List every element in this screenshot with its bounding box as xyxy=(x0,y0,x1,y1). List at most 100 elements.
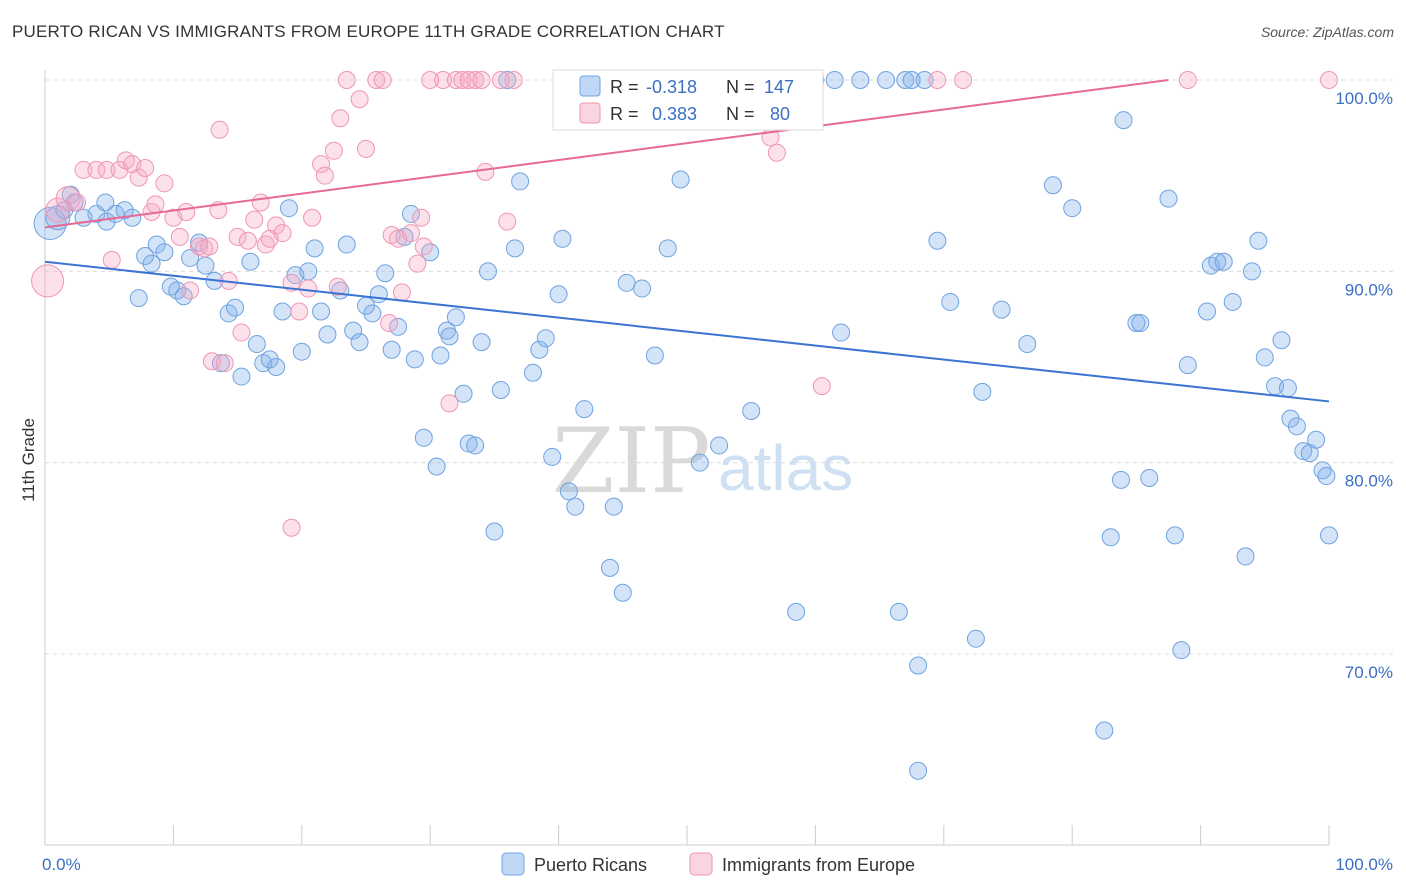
axes xyxy=(44,70,1330,846)
data-point xyxy=(466,71,485,89)
data-point xyxy=(232,367,251,386)
data-point xyxy=(446,71,465,89)
data-point xyxy=(350,333,369,352)
data-point xyxy=(915,71,934,89)
data-point xyxy=(210,120,229,139)
data-point xyxy=(1165,526,1184,545)
data-point xyxy=(536,329,555,348)
data-point xyxy=(344,321,363,340)
data-point xyxy=(1320,526,1338,545)
y-tick-label-100: 100.0% xyxy=(1335,89,1393,108)
data-point xyxy=(251,193,270,212)
data-point xyxy=(1127,313,1146,332)
data-point xyxy=(102,250,121,269)
data-point xyxy=(147,235,166,254)
data-point xyxy=(767,143,786,162)
data-point xyxy=(851,71,870,89)
data-point xyxy=(511,172,530,191)
stats-legend: R = -0.318 N = 147 R = 0.383 N = 80 xyxy=(552,69,824,131)
data-point xyxy=(902,71,921,89)
data-point xyxy=(498,212,517,231)
data-point xyxy=(909,761,928,780)
data-point xyxy=(825,71,844,89)
data-point xyxy=(485,522,504,541)
data-point xyxy=(472,71,491,89)
data-point xyxy=(1018,335,1037,354)
data-point xyxy=(454,384,473,403)
data-point xyxy=(328,277,347,296)
y-tick-label-80: 80.0% xyxy=(1345,472,1393,491)
data-point xyxy=(181,281,200,300)
data-point xyxy=(613,583,632,602)
source-label: Source: ZipAtlas.com xyxy=(1260,24,1394,40)
data-point xyxy=(1294,442,1313,461)
data-point xyxy=(380,313,399,332)
data-point xyxy=(282,518,301,537)
legend-label-puerto-ricans: Puerto Ricans xyxy=(534,855,647,875)
legend-label-immigrants-from-europe: Immigrants from Europe xyxy=(722,855,915,875)
data-point xyxy=(472,333,491,352)
data-point xyxy=(1320,71,1338,89)
data-point xyxy=(55,186,81,212)
legend-n-value-2: 80 xyxy=(770,104,790,124)
data-point xyxy=(170,227,189,246)
data-point xyxy=(247,335,266,354)
data-point xyxy=(155,243,174,262)
data-point xyxy=(954,71,973,89)
data-point xyxy=(136,247,155,266)
data-point xyxy=(1307,430,1326,449)
data-point xyxy=(466,436,485,455)
data-point xyxy=(337,71,356,89)
data-point xyxy=(633,279,652,298)
data-point xyxy=(1281,409,1300,428)
data-point xyxy=(369,285,388,304)
y-tick-label-90: 90.0% xyxy=(1345,280,1393,299)
data-point xyxy=(973,382,992,401)
data-point xyxy=(421,71,440,89)
data-point xyxy=(543,447,562,466)
data-point xyxy=(1208,252,1227,271)
data-point xyxy=(1063,199,1082,218)
data-point xyxy=(928,71,947,89)
data-point xyxy=(476,162,495,181)
data-point xyxy=(282,273,301,292)
data-point xyxy=(177,203,196,222)
y-tick-labels: 70.0% 80.0% 90.0% 100.0% xyxy=(1335,89,1393,682)
data-point xyxy=(74,160,93,179)
legend-n-label-2: N = xyxy=(726,104,755,124)
data-point xyxy=(267,358,286,376)
data-point xyxy=(928,231,947,250)
legend-swatch-pink xyxy=(579,102,601,124)
data-point xyxy=(600,558,619,577)
data-point xyxy=(97,212,116,231)
legend-swatch-immigrants-from-europe xyxy=(689,852,713,876)
data-point xyxy=(992,300,1011,319)
data-point xyxy=(190,233,209,252)
data-point xyxy=(491,71,510,89)
data-point xyxy=(290,302,309,321)
watermark-zip: ZIP xyxy=(552,409,711,514)
data-point xyxy=(228,227,247,246)
data-point xyxy=(303,208,322,227)
data-point xyxy=(350,90,369,109)
data-point xyxy=(832,323,851,342)
data-point xyxy=(414,237,433,256)
data-point xyxy=(129,289,148,308)
data-point xyxy=(392,283,411,302)
data-point xyxy=(505,239,524,258)
data-point xyxy=(331,109,350,128)
legend-r-label-2: R = xyxy=(610,104,639,124)
data-point xyxy=(412,208,431,227)
data-point xyxy=(1178,71,1197,89)
data-point xyxy=(373,71,392,89)
data-point xyxy=(498,71,517,89)
data-point xyxy=(877,71,896,89)
data-point xyxy=(129,168,148,187)
data-point xyxy=(575,400,594,419)
data-point xyxy=(1223,292,1242,311)
data-point xyxy=(658,239,677,258)
data-point xyxy=(1278,379,1297,398)
data-point xyxy=(1114,111,1133,130)
data-point xyxy=(123,208,142,227)
